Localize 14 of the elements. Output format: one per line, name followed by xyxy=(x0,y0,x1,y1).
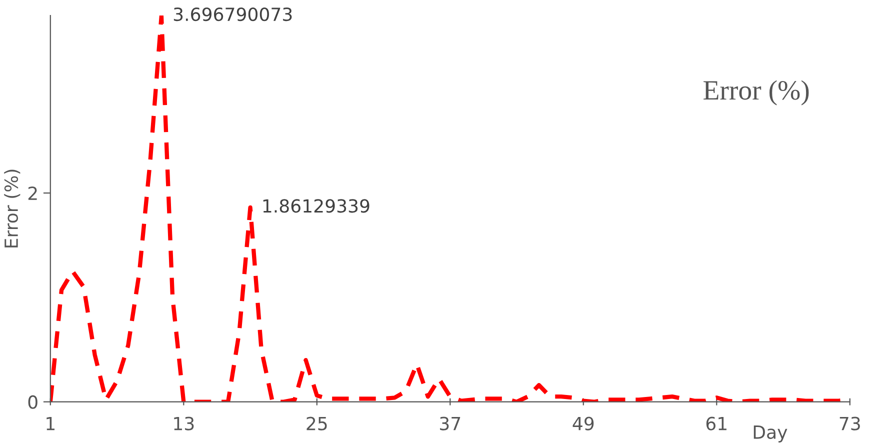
x-tick-label: 37 xyxy=(440,416,460,430)
y-tick-label: 0 xyxy=(28,395,38,409)
y-tick-label: 2 xyxy=(28,186,37,200)
x-tick-label: 61 xyxy=(706,416,726,430)
x-tick-label: 13 xyxy=(174,416,194,430)
x-tick-label: 1 xyxy=(46,416,54,430)
x-tick-label: 25 xyxy=(306,416,327,430)
y-axis-title: Error (%) xyxy=(4,170,20,248)
annotation: 3.696790073 xyxy=(174,7,292,22)
x-tick-label: 49 xyxy=(572,416,594,430)
annotation: 1.86129339 xyxy=(263,199,370,213)
x-tick-label: 73 xyxy=(840,416,860,430)
x-axis-title: Day xyxy=(754,426,788,442)
text: Error (%) xyxy=(704,80,809,106)
